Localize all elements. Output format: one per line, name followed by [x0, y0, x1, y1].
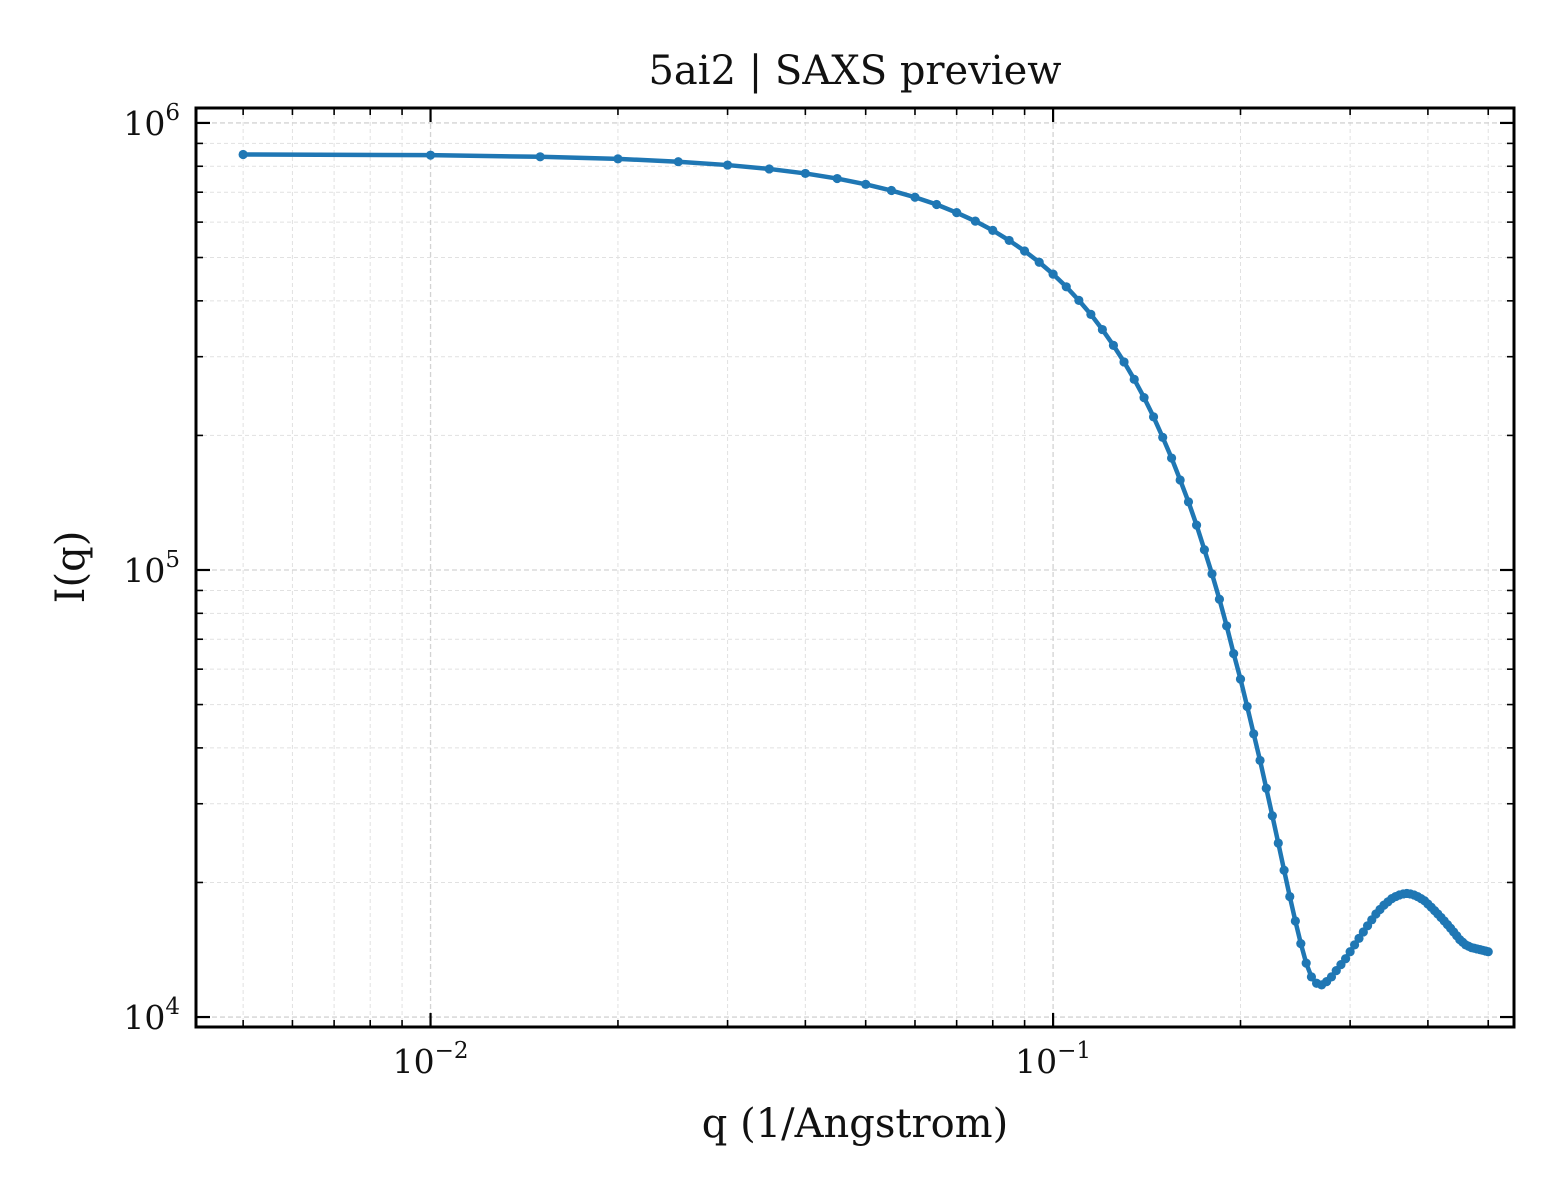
data-point: [1242, 701, 1252, 712]
data-point: [1349, 940, 1360, 950]
data-point: [1158, 432, 1168, 442]
data-point: [1108, 340, 1119, 350]
data-point: [1074, 295, 1084, 305]
data-point: [1296, 938, 1306, 949]
data-point: [1345, 947, 1355, 957]
data-point: [832, 173, 842, 184]
x-tick-label: 10−2: [393, 1038, 469, 1081]
data-point: [952, 208, 962, 218]
data-point: [1249, 729, 1259, 739]
data-point: [1034, 257, 1044, 267]
y-tick-label: 105: [123, 547, 180, 590]
data-point: [1119, 357, 1129, 367]
data-point: [722, 160, 733, 170]
data-point: [1285, 891, 1295, 902]
data-point: [1086, 309, 1096, 320]
data-point: [1183, 497, 1194, 507]
data-point: [886, 185, 897, 196]
data-point: [1273, 838, 1283, 848]
series-layer: [238, 149, 1493, 990]
data-point: [425, 150, 436, 160]
data-point: [1166, 453, 1177, 463]
data-point: [1222, 621, 1232, 631]
data-point: [1261, 783, 1271, 793]
data-point: [1229, 649, 1239, 659]
axis-ticks: [196, 108, 1514, 1027]
data-point: [970, 216, 980, 226]
data-point: [1207, 569, 1217, 579]
data-point: [1175, 475, 1185, 485]
data-point: [1267, 811, 1277, 821]
data-point: [1048, 269, 1058, 279]
data-point: [861, 179, 871, 189]
data-point: [238, 149, 248, 160]
x-axis-label: q (1/Angstrom): [702, 1101, 1008, 1147]
data-point: [800, 168, 810, 179]
data-point: [1129, 374, 1139, 384]
data-point: [1279, 865, 1289, 875]
data-point: [613, 154, 623, 164]
data-point: [1199, 545, 1209, 555]
data-point: [673, 157, 683, 167]
y-tick-label: 104: [123, 994, 180, 1037]
data-point: [910, 192, 920, 202]
tick-labels: 10−2 10−1 104 105 106: [123, 100, 1091, 1081]
data-point: [1061, 282, 1071, 292]
plot-frame: [194, 106, 1516, 1029]
y-axis-label: I(q): [48, 531, 94, 604]
chart-title: 5ai2 | SAXS preview: [648, 48, 1061, 94]
data-point: [1191, 520, 1202, 530]
data-point: [1301, 958, 1311, 968]
data-point: [1255, 755, 1265, 766]
data-point: [1483, 947, 1493, 957]
data-point: [535, 152, 545, 162]
grid: [196, 108, 1514, 1027]
data-point: [932, 199, 942, 210]
data-point: [1306, 972, 1317, 982]
data-point: [988, 225, 998, 235]
data-point: [1235, 674, 1246, 684]
data-point: [1290, 916, 1300, 926]
data-point: [1004, 235, 1014, 246]
data-point: [764, 164, 774, 174]
data-point: [1214, 594, 1225, 604]
x-tick-label: 10−1: [1015, 1038, 1091, 1081]
data-point: [1326, 972, 1337, 982]
data-point: [1340, 954, 1351, 964]
data-point: [1020, 246, 1030, 256]
data-point: [1148, 412, 1159, 422]
data-point: [1139, 393, 1149, 403]
y-tick-label: 106: [123, 100, 180, 143]
data-point: [1097, 324, 1107, 335]
